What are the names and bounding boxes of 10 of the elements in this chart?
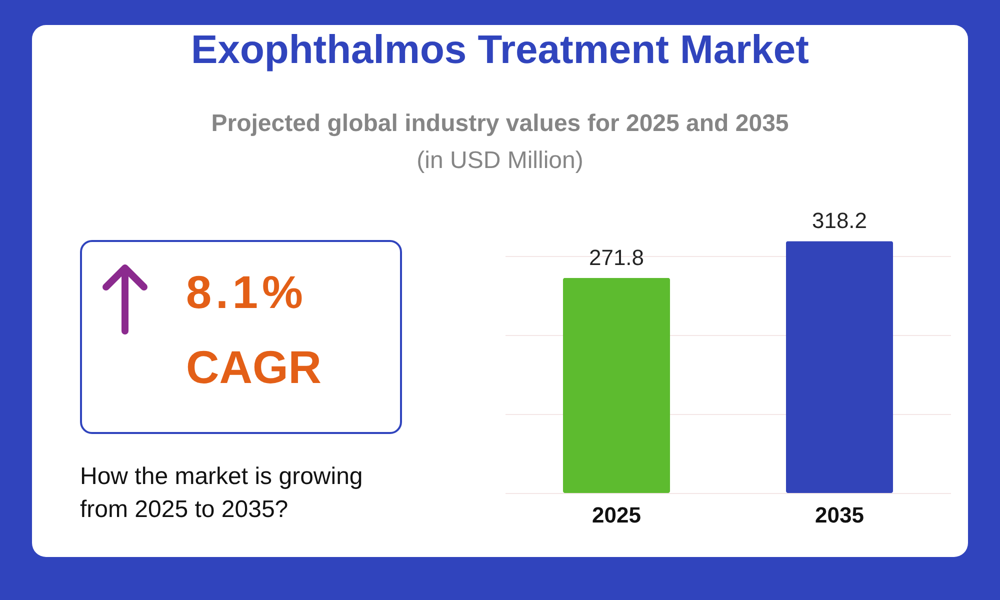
text: How the market is growing from 2025 to 2035? [80, 462, 364, 525]
data-label: 271.8 [588, 244, 644, 270]
chart-subtitle: Projected global industry values for 2025 and 2035 [210, 110, 790, 138]
x-tick-label: 2025 [592, 502, 641, 528]
text: (in USD Million) [416, 147, 584, 175]
text: CAGR [186, 340, 322, 394]
data-label: 318.2 [812, 208, 868, 234]
chart-title: Exophthalmos Treatment Market [190, 28, 810, 73]
text: 8.1% [186, 265, 307, 319]
x-tick-label: 2035 [815, 502, 864, 528]
